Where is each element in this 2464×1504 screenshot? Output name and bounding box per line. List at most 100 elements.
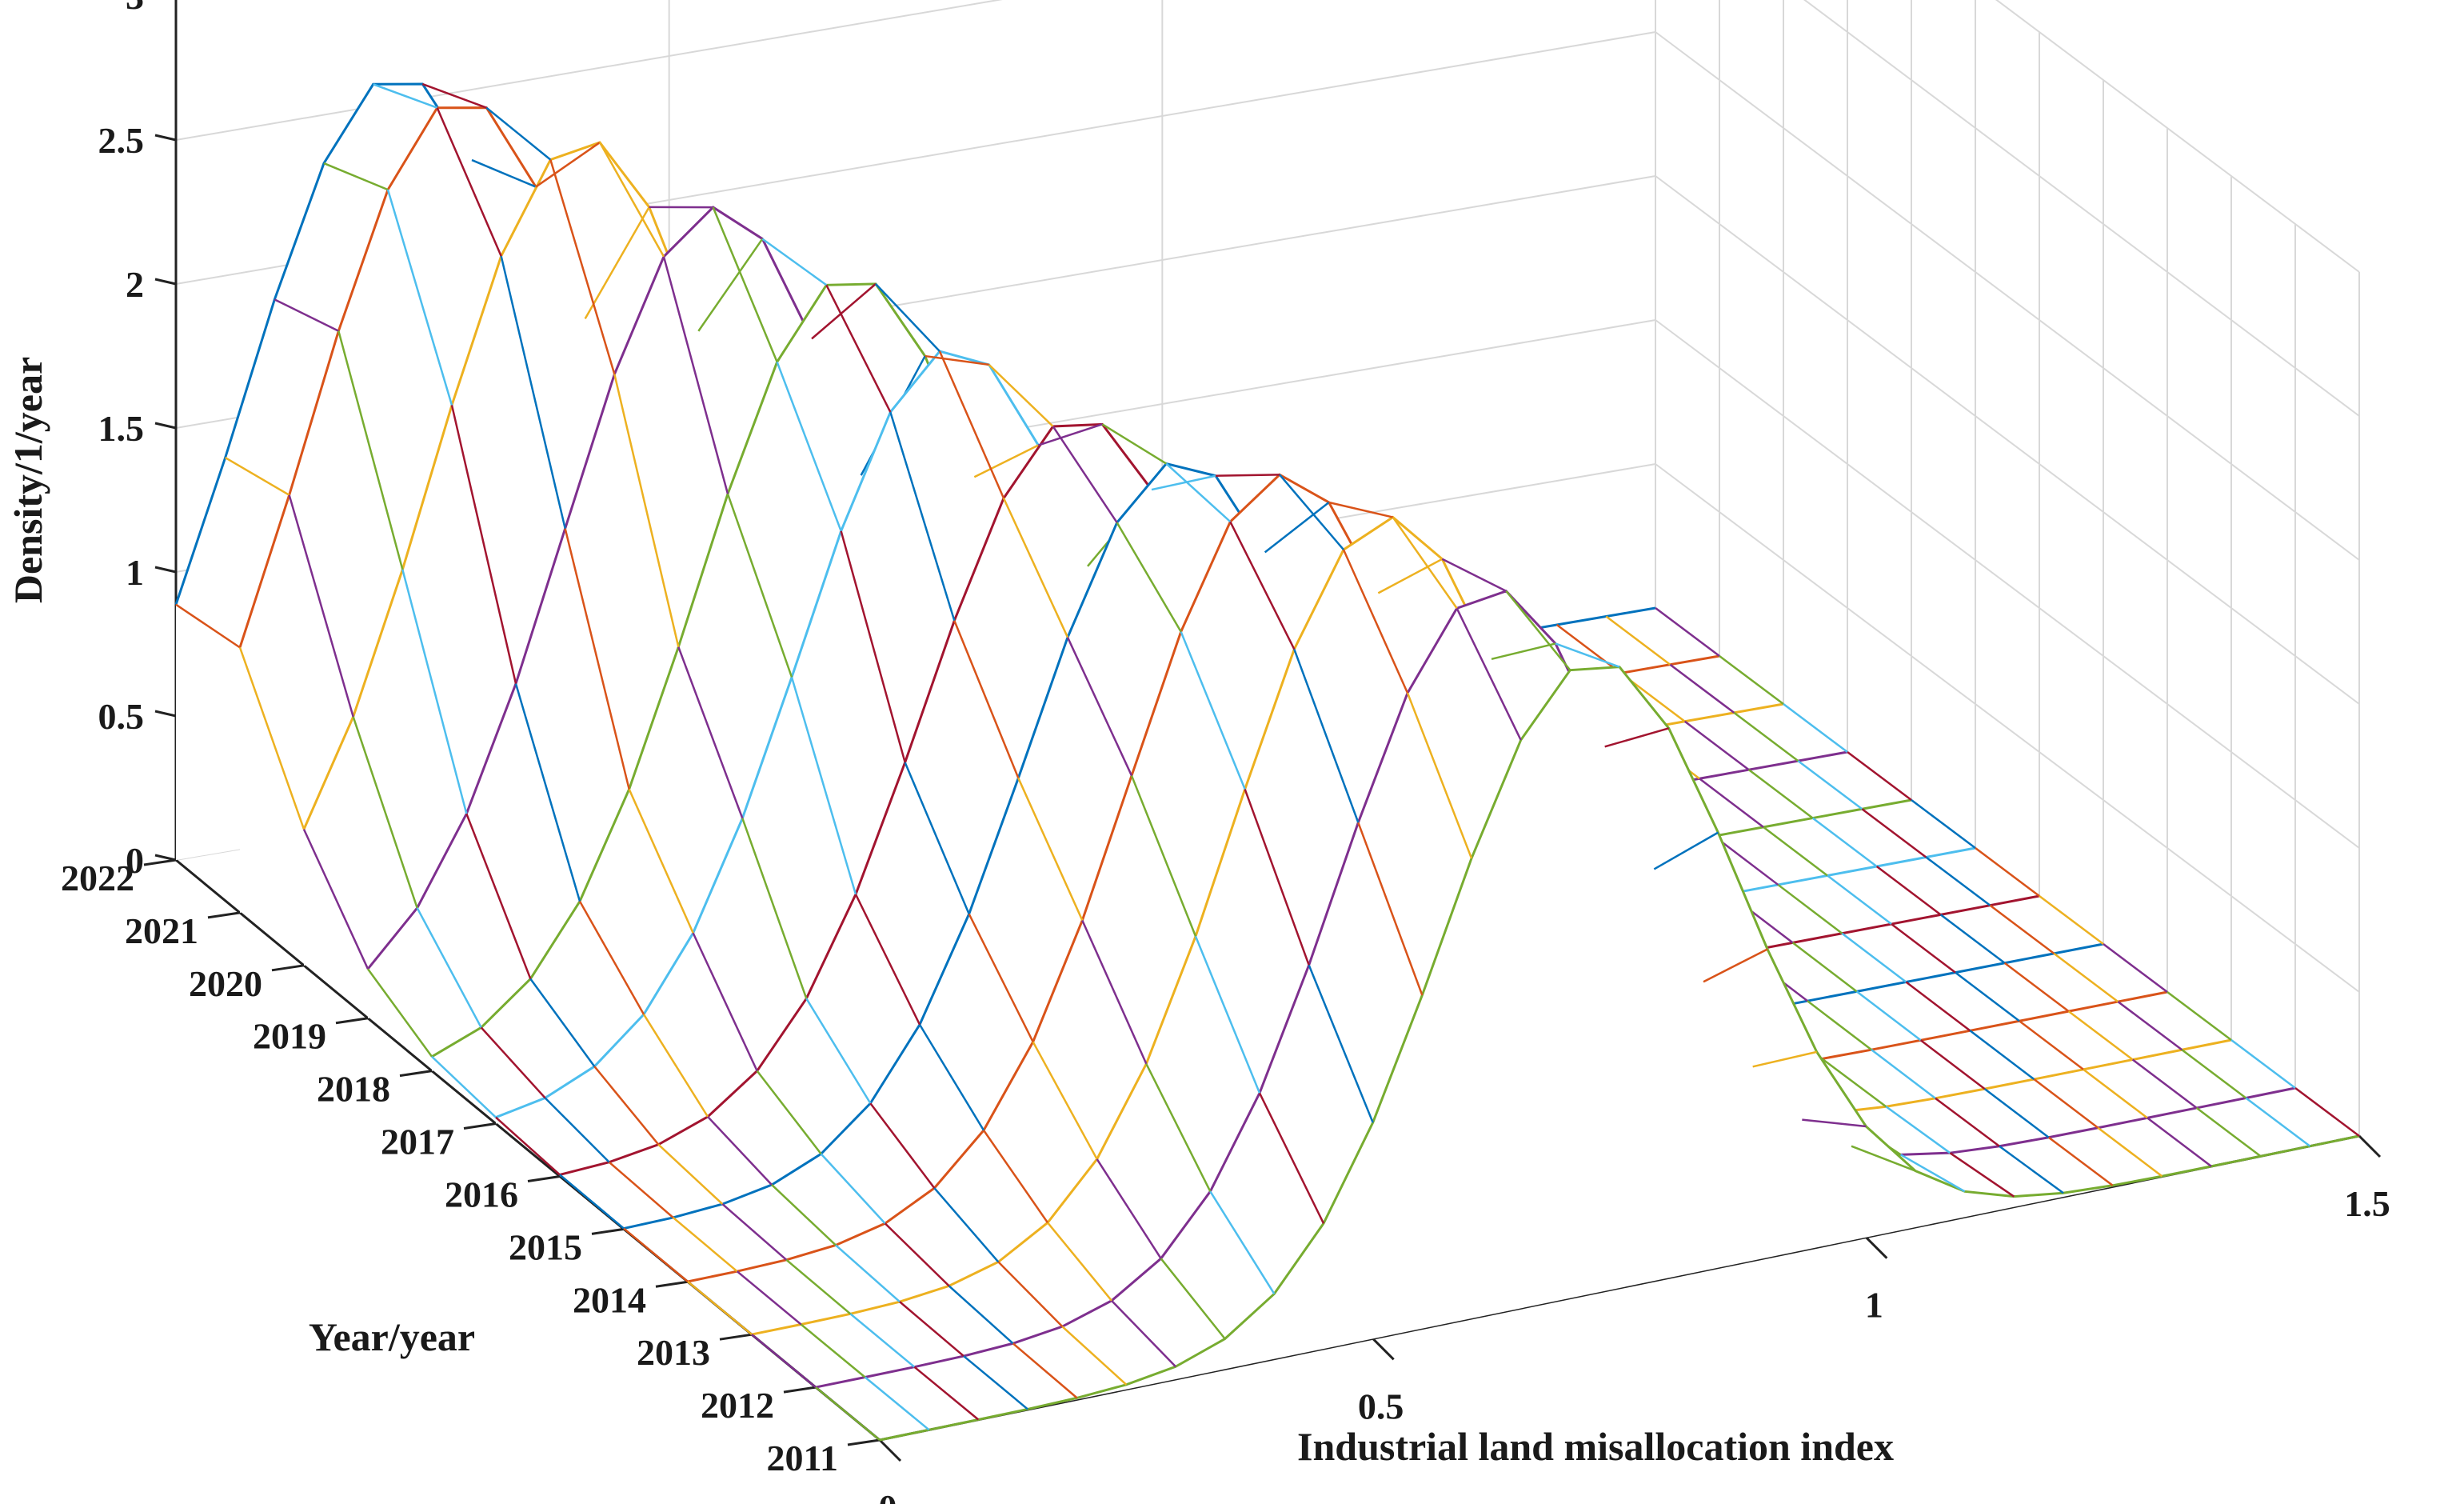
z-tick-label: 1.5 bbox=[98, 408, 145, 449]
mesh-line bbox=[465, 813, 532, 980]
z-tick-mark bbox=[154, 278, 177, 286]
mesh-line bbox=[1851, 1145, 1916, 1172]
mesh-line bbox=[1989, 904, 2055, 954]
mesh-line bbox=[988, 363, 1054, 427]
year-tick-mark bbox=[591, 1227, 625, 1235]
year-tick-label: 2016 bbox=[445, 1174, 518, 1214]
mesh-line bbox=[2230, 1038, 2296, 1089]
year-tick-label: 2014 bbox=[573, 1279, 646, 1320]
mesh-line bbox=[1392, 516, 1458, 610]
year-tick-label: 2019 bbox=[253, 1016, 326, 1057]
mesh-line bbox=[1911, 799, 1976, 849]
surface-layer bbox=[174, 82, 2360, 1442]
mesh-line bbox=[2117, 1001, 2183, 1051]
mesh-line bbox=[2181, 1049, 2247, 1099]
mesh-line bbox=[544, 1097, 610, 1163]
mesh-line bbox=[1406, 692, 1473, 859]
mesh-line bbox=[953, 620, 1020, 779]
mesh-line bbox=[450, 405, 517, 684]
mesh-line bbox=[825, 284, 892, 413]
mesh-line bbox=[584, 206, 650, 319]
year-tick-label: 2013 bbox=[637, 1332, 710, 1373]
mesh-line bbox=[1875, 865, 1942, 916]
mesh-line bbox=[662, 256, 729, 494]
mesh-line bbox=[1699, 778, 1764, 828]
z-tick-label: 1 bbox=[126, 552, 144, 593]
mesh-line bbox=[1258, 1092, 1325, 1224]
mesh-line bbox=[677, 646, 744, 819]
z-tick-label: 2.5 bbox=[98, 120, 145, 161]
mesh-line bbox=[849, 1313, 916, 1368]
x-tick-mark bbox=[2358, 1134, 2382, 1158]
mesh-line bbox=[431, 1055, 497, 1118]
mesh-line bbox=[1160, 1258, 1226, 1340]
mesh-line bbox=[736, 1270, 802, 1326]
year-tick-label: 2011 bbox=[767, 1438, 838, 1478]
mesh-line bbox=[1604, 727, 1670, 748]
mesh-line bbox=[2245, 1097, 2311, 1147]
mesh-line bbox=[899, 1301, 964, 1358]
mesh-line bbox=[1456, 607, 1522, 741]
mesh-line bbox=[1017, 778, 1084, 921]
mesh-line bbox=[1209, 1190, 1276, 1294]
mesh-line bbox=[1847, 751, 1912, 801]
mesh-line bbox=[1308, 964, 1374, 1123]
mesh-line bbox=[1357, 822, 1424, 996]
mesh-line bbox=[421, 82, 487, 109]
mesh-line bbox=[1151, 474, 1216, 491]
mesh-line bbox=[1919, 1039, 1986, 1090]
mesh-line bbox=[1032, 1041, 1098, 1160]
mesh-line bbox=[1975, 847, 2040, 897]
x-tick-mark bbox=[1372, 1338, 1395, 1361]
mesh-line bbox=[485, 106, 552, 161]
mesh-line bbox=[1111, 1299, 1176, 1368]
mesh-line bbox=[401, 569, 468, 814]
mesh-line bbox=[721, 1203, 788, 1261]
year-tick-mark bbox=[783, 1386, 817, 1394]
z-axis-title: Density/1/year bbox=[6, 357, 50, 603]
mesh-line bbox=[1871, 1049, 1936, 1099]
mesh-line bbox=[904, 762, 970, 914]
mesh-line bbox=[889, 411, 956, 622]
mesh-line bbox=[2053, 952, 2119, 1003]
mesh-line bbox=[805, 998, 872, 1104]
mesh-line bbox=[628, 788, 694, 934]
mesh-line bbox=[948, 1285, 1014, 1345]
mesh-line bbox=[1900, 1154, 1966, 1193]
mesh-line bbox=[820, 1153, 886, 1225]
mesh-line bbox=[815, 1386, 881, 1441]
mesh-line bbox=[529, 978, 596, 1067]
mesh-line bbox=[1165, 462, 1232, 523]
mesh-line bbox=[623, 1227, 689, 1282]
x-tick-mark bbox=[878, 1438, 902, 1462]
mesh-line bbox=[2294, 1086, 2360, 1137]
mesh-line bbox=[2039, 895, 2104, 945]
mesh-line bbox=[302, 829, 369, 970]
mesh-line bbox=[1669, 663, 1735, 714]
year-tick-mark bbox=[463, 1122, 497, 1130]
mesh-line bbox=[840, 530, 906, 763]
mesh-line bbox=[1955, 971, 2020, 1022]
mesh-line bbox=[337, 330, 404, 570]
mesh-line bbox=[1145, 1063, 1212, 1192]
mesh-line bbox=[1841, 932, 1907, 983]
mesh-line bbox=[1791, 942, 1858, 993]
mesh-line bbox=[514, 683, 581, 902]
grid-line bbox=[1655, 175, 2360, 705]
z-tick-mark bbox=[154, 422, 177, 430]
mesh-line bbox=[480, 1026, 546, 1099]
mesh-line bbox=[2195, 1106, 2262, 1158]
mesh-line bbox=[707, 1116, 773, 1186]
mesh-line bbox=[913, 1366, 980, 1421]
mesh-line bbox=[1505, 590, 1571, 671]
mesh-line bbox=[854, 894, 921, 1026]
mesh-line bbox=[2033, 1078, 2099, 1129]
mesh-line bbox=[1703, 948, 1768, 983]
mesh-line bbox=[1555, 624, 1622, 674]
mesh-line bbox=[1081, 919, 1148, 1065]
mesh-line bbox=[963, 1355, 1028, 1410]
mesh-line bbox=[1215, 474, 1280, 477]
mesh-line bbox=[416, 907, 482, 1028]
mesh-line bbox=[2047, 1136, 2114, 1186]
mesh-line bbox=[1752, 1050, 1817, 1068]
